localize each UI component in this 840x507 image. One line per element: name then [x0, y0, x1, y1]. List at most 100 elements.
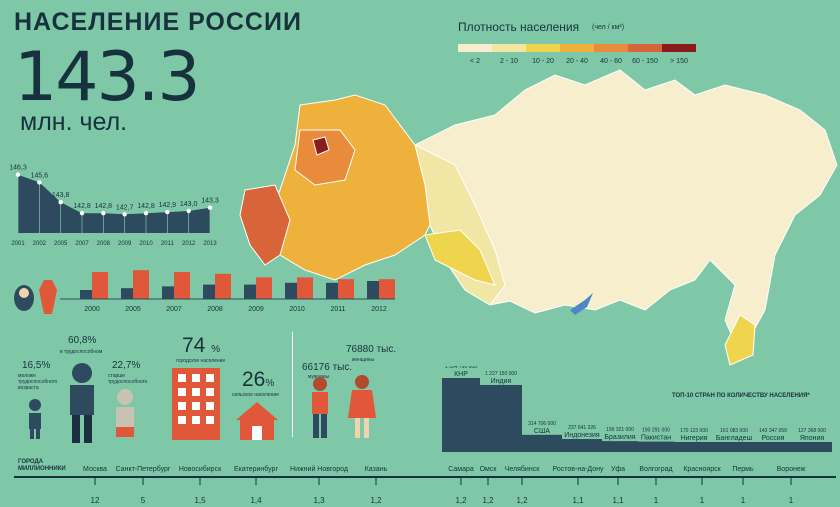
legend-unit: (чел / км²) — [592, 24, 625, 31]
country-name-label: Нигерия — [681, 435, 708, 442]
population-point — [122, 212, 127, 217]
deaths-bar — [338, 279, 354, 299]
women-value: 76880 тыс. — [346, 344, 397, 355]
city-name: Самара — [448, 466, 474, 473]
country-bar — [638, 441, 674, 452]
country-name-label: Бразилия — [604, 434, 635, 441]
population-tick: 2005 — [54, 241, 68, 247]
country-bar — [562, 439, 602, 452]
population-label: 143,0 — [180, 201, 198, 208]
building-icon — [172, 368, 220, 440]
map-central — [294, 129, 356, 186]
legend-swatch — [458, 44, 492, 52]
births-deaths-bar-chart: 2000 2005 2007 2008 2009 2010 2011 2012 — [60, 270, 395, 313]
city-name: Нижний Новгород — [290, 465, 348, 473]
city-value: 1,2 — [455, 496, 467, 505]
city-value: 1,1 — [612, 496, 624, 505]
country-bar — [442, 378, 480, 452]
country-value-label: 1 227 150 000 — [485, 371, 517, 377]
men-label: мужчины — [308, 374, 330, 380]
legend-label: > 150 — [670, 58, 688, 65]
map-east — [414, 69, 838, 357]
legend-label: 20 - 40 — [566, 58, 588, 65]
population-tick: 2009 — [118, 241, 132, 247]
population-point — [143, 211, 149, 216]
legend-swatch — [492, 44, 526, 52]
country-name-label: Индонезия — [564, 432, 600, 439]
city-name: Уфа — [611, 466, 625, 473]
population-tick: 2010 — [139, 241, 153, 247]
deaths-bar — [297, 277, 313, 299]
city-name: Ростов-на-Дону — [553, 466, 604, 473]
country-bar — [714, 442, 754, 452]
population-tick: 2012 — [182, 241, 196, 247]
country-value-label: 170 123 000 — [680, 428, 708, 434]
country-bar — [602, 441, 638, 452]
city-name: Казань — [365, 466, 388, 473]
city-value: 1,4 — [250, 496, 262, 505]
city-value: 1 — [654, 496, 659, 505]
man-figure — [312, 377, 328, 438]
deaths-bar — [133, 270, 149, 299]
population-label: 142,8 — [95, 203, 113, 210]
legend-label: 60 - 150 — [632, 58, 658, 65]
country-name-label: Россия — [762, 435, 785, 442]
legend-swatch — [594, 44, 628, 52]
country-name-label: КНР — [454, 371, 468, 378]
urban-label: городское население — [176, 358, 226, 364]
births-deaths-tick: 2007 — [166, 306, 182, 313]
population-label: 145,6 — [31, 172, 49, 179]
elder-figure — [116, 389, 134, 437]
births-bar — [244, 284, 258, 299]
births-deaths-tick: 2009 — [248, 306, 264, 313]
births-bar — [80, 290, 94, 299]
coffin-icon — [38, 280, 58, 319]
population-label: 142,8 — [73, 203, 91, 210]
births-deaths-tick: 2008 — [207, 306, 223, 313]
legend-label: < 2 — [470, 58, 480, 65]
population-point — [58, 200, 63, 205]
country-value-label: 127 368 000 — [798, 428, 826, 434]
city-name: Москва — [83, 466, 107, 473]
rural-value: 26% — [242, 368, 275, 391]
births-deaths-tick: 2000 — [84, 306, 100, 313]
deaths-bar — [215, 273, 231, 299]
city-name: Челябинск — [505, 465, 540, 473]
city-value: 1,2 — [370, 496, 382, 505]
age-working-label: в трудоспособном — [60, 349, 103, 355]
child-figure — [29, 399, 41, 439]
population-point — [165, 209, 170, 215]
population-label: 142,8 — [137, 203, 155, 210]
age-old-value: 22,7% — [112, 360, 141, 371]
deaths-bar — [92, 272, 108, 299]
gender-figures — [312, 375, 376, 438]
population-point — [186, 208, 191, 214]
page-title: НАСЕЛЕНИЕ РОССИИ — [14, 8, 302, 36]
population-label: 142,9 — [159, 202, 177, 209]
map-south-west — [239, 184, 291, 266]
cities-label: ГОРОДА МИЛЛИОННИКИ — [18, 459, 66, 472]
city-value: 1,1 — [572, 496, 584, 505]
women-label: женщины — [352, 357, 375, 363]
population-point — [15, 172, 21, 177]
population-tick: 2001 — [11, 241, 25, 247]
adult-figure — [70, 363, 94, 443]
legend-label: 10 - 20 — [532, 58, 554, 65]
population-point — [37, 180, 42, 185]
country-name-label: Япония — [800, 435, 825, 442]
births-deaths-tick: 2005 — [125, 306, 141, 313]
country-value-label: 143 347 059 — [759, 428, 787, 434]
age-young-value: 16,5% — [22, 360, 51, 371]
city-name: Волгоград — [639, 466, 672, 473]
map-south-siberia — [424, 229, 496, 286]
births-bar — [162, 286, 176, 299]
country-name-label: Бангладеш — [716, 435, 753, 442]
country-bar — [674, 442, 714, 452]
map-baikal — [570, 293, 593, 315]
city-value: 1,2 — [516, 496, 528, 505]
population-value: 143.3 — [14, 38, 201, 117]
country-bar — [754, 442, 792, 452]
city-name: Санкт-Петербург — [116, 465, 171, 473]
city-value: 1,2 — [482, 496, 494, 505]
